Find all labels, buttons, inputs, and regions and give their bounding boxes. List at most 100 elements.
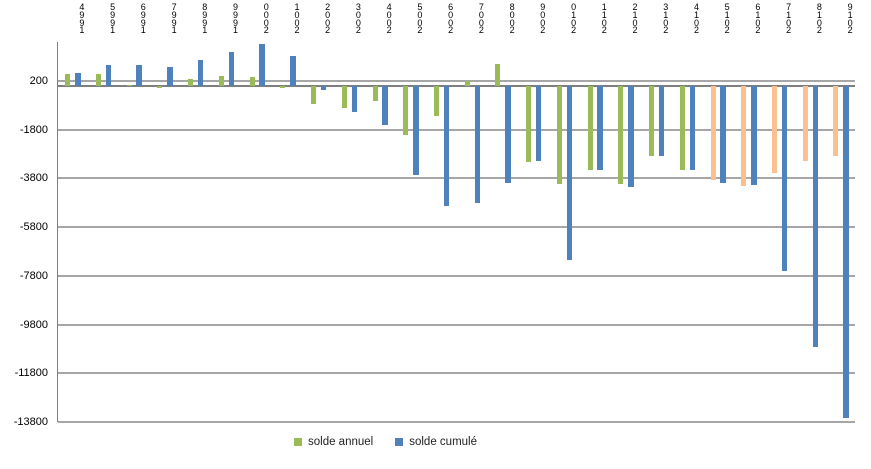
x-tick-label: 4 0 0 2	[386, 2, 392, 36]
bar-solde-annuel-2005	[403, 85, 409, 135]
x-tick-label: 7 1 0 2	[786, 2, 792, 36]
bar-solde-cumule-2000	[259, 43, 265, 86]
bar-solde-annuel-2003	[341, 85, 347, 108]
x-tick-label: 4 9 9 1	[79, 2, 85, 36]
bar-solde-cumule-2019	[843, 85, 849, 419]
x-tick-label: 9 0 0 2	[540, 2, 546, 36]
bar-solde-annuel-2010	[556, 85, 562, 184]
x-tick-label: 7 0 0 2	[478, 2, 484, 36]
bar-solde-annuel-1997	[157, 85, 163, 88]
bar-solde-cumule-1995	[105, 64, 112, 86]
legend: solde annuel solde cumulé	[294, 436, 477, 448]
y-tick-label: -1800	[19, 123, 48, 136]
bar-solde-annuel-2014	[679, 85, 685, 170]
bar-solde-annuel-1998	[188, 78, 194, 86]
y-tick-label: -7800	[19, 269, 48, 282]
bar-solde-annuel-2006	[433, 85, 439, 116]
bar-solde-cumule-2006	[443, 85, 450, 206]
gridline	[58, 421, 855, 423]
gridline	[58, 80, 855, 82]
bar-solde-cumule-2010	[566, 85, 573, 260]
x-tick-label: 4 1 0 2	[693, 2, 699, 36]
bar-solde-annuel-1999	[218, 76, 224, 86]
y-tick-label: -9800	[19, 318, 48, 331]
bar-solde-cumule-2008	[505, 85, 511, 184]
gridline	[58, 128, 855, 131]
bar-solde-annuel-2016	[741, 85, 747, 186]
bar-solde-cumule-2001	[290, 55, 296, 86]
gridline	[58, 372, 855, 375]
bar-solde-annuel-2004	[372, 85, 378, 101]
x-tick-label: 8 9 9 1	[202, 2, 208, 36]
bar-solde-annuel-1996	[126, 85, 132, 87]
y-tick-label: -13800	[13, 416, 48, 428]
x-tick-label: 8 1 0 2	[816, 2, 822, 36]
y-tick-label: -5800	[19, 221, 48, 234]
x-tick-label: 2 1 0 2	[632, 2, 638, 36]
bar-solde-cumule-2014	[689, 85, 696, 170]
x-tick-label: 0 0 0 2	[263, 2, 269, 36]
bar-solde-cumule-2005	[413, 85, 419, 175]
x-tick-label: 1 0 0 2	[294, 2, 300, 36]
bar-solde-annuel-2019	[833, 85, 839, 156]
bar-solde-annuel-2008	[495, 63, 501, 86]
legend-item-solde-cumule: solde cumulé	[395, 436, 477, 448]
bar-solde-cumule-2009	[535, 85, 542, 162]
legend-swatch-cumule	[395, 438, 404, 446]
legend-item-solde-annuel: solde annuel	[294, 436, 373, 448]
bar-solde-cumule-2002	[320, 85, 327, 90]
bar-solde-cumule-1998	[197, 60, 204, 86]
x-tick-label: 9 9 9 1	[232, 2, 238, 36]
bar-solde-annuel-2018	[802, 85, 808, 162]
legend-label-cumule: solde cumulé	[409, 436, 477, 448]
x-tick-label: 3 0 0 2	[355, 2, 361, 36]
bar-solde-cumule-2003	[351, 85, 357, 112]
gridline	[58, 226, 855, 229]
x-tick-label: 1 1 0 2	[601, 2, 607, 36]
value-axis-line	[57, 42, 58, 422]
gridline	[58, 177, 855, 180]
bar-solde-annuel-2009	[526, 85, 532, 162]
bar-solde-annuel-2017	[772, 85, 777, 174]
x-tick-label: 7 9 9 1	[171, 2, 177, 36]
bar-solde-annuel-2013	[649, 85, 654, 156]
x-tick-label: 6 0 0 2	[448, 2, 454, 36]
x-tick-label: 5 9 9 1	[110, 2, 116, 36]
bar-solde-annuel-2011	[587, 85, 593, 170]
x-tick-label: 5 1 0 2	[724, 2, 730, 36]
bar-solde-cumule-2007	[474, 85, 480, 203]
bar-solde-cumule-2015	[720, 85, 726, 183]
legend-label-annuel: solde annuel	[308, 436, 374, 448]
x-tick-label: 2 0 0 2	[325, 2, 331, 36]
bar-solde-annuel-1994	[65, 73, 71, 86]
y-tick-label: 200	[29, 75, 48, 87]
x-tick-label: 6 9 9 1	[140, 2, 146, 36]
x-tick-label: 3 1 0 2	[663, 2, 669, 36]
legend-swatch-annuel	[294, 438, 302, 446]
bar-solde-cumule-2011	[597, 85, 603, 170]
y-tick-label: -3800	[19, 172, 48, 185]
bar-solde-cumule-1996	[136, 64, 142, 86]
bar-solde-annuel-2012	[618, 85, 624, 184]
bar-solde-cumule-2018	[812, 85, 818, 348]
bar-solde-annuel-2001	[280, 85, 286, 88]
x-tick-label: 8 0 0 2	[509, 2, 515, 36]
bar-solde-cumule-2012	[628, 85, 634, 187]
bar-solde-cumule-1997	[167, 67, 173, 86]
gridline	[58, 274, 855, 277]
bar-solde-cumule-1994	[75, 73, 81, 86]
bar-solde-annuel-2002	[311, 85, 316, 105]
gridline	[58, 323, 855, 326]
x-tick-label: 0 1 0 2	[571, 2, 577, 36]
bar-solde-annuel-2007	[464, 81, 470, 86]
bar-solde-annuel-1995	[95, 73, 101, 86]
zero-axis-line	[58, 84, 855, 87]
bar-solde-cumule-1999	[228, 52, 235, 86]
bar-solde-annuel-2000	[249, 77, 255, 86]
bar-solde-annuel-2015	[710, 85, 716, 181]
x-tick-label: 9 1 0 2	[847, 2, 853, 36]
x-tick-label: 5 0 0 2	[417, 2, 423, 36]
bar-solde-cumule-2013	[658, 85, 665, 156]
y-tick-label: -11800	[14, 367, 48, 380]
